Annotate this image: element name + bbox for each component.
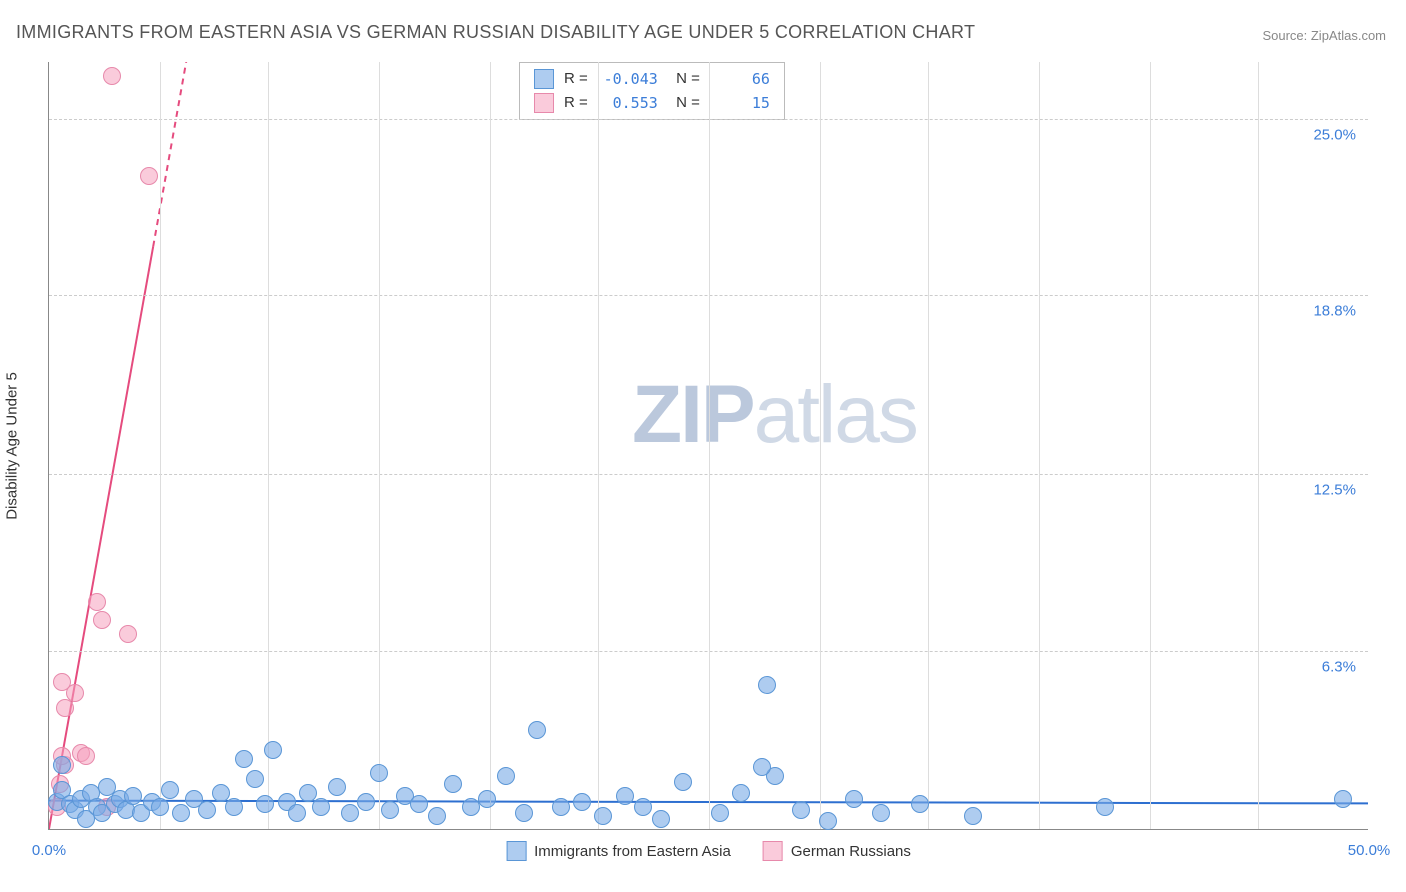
xtick-label: 0.0% — [32, 842, 66, 859]
data-point-blue — [256, 795, 274, 813]
data-point-blue — [753, 758, 771, 776]
data-point-blue — [235, 750, 253, 768]
data-point-blue — [964, 807, 982, 825]
data-point-blue — [528, 721, 546, 739]
r-label: R = — [564, 67, 588, 91]
data-point-blue — [634, 798, 652, 816]
data-point-blue — [845, 790, 863, 808]
source-attribution: Source: ZipAtlas.com — [1262, 28, 1386, 43]
data-point-blue — [594, 807, 612, 825]
n-value-pink: 15 — [710, 91, 770, 115]
data-point-blue — [674, 773, 692, 791]
data-point-blue — [552, 798, 570, 816]
y-axis-label: Disability Age Under 5 — [4, 372, 21, 520]
data-point-pink — [93, 611, 111, 629]
r-label: R = — [564, 91, 588, 115]
data-point-blue — [53, 756, 71, 774]
data-point-blue — [341, 804, 359, 822]
swatch-pink — [763, 841, 783, 861]
data-point-blue — [652, 810, 670, 828]
data-point-blue — [246, 770, 264, 788]
data-point-blue — [410, 795, 428, 813]
n-label: N = — [668, 91, 700, 115]
data-point-blue — [1096, 798, 1114, 816]
swatch-blue — [534, 69, 554, 89]
data-point-blue — [819, 812, 837, 830]
legend-label-blue: Immigrants from Eastern Asia — [534, 843, 731, 860]
watermark-atlas: atlas — [754, 369, 917, 460]
data-point-blue — [428, 807, 446, 825]
watermark: ZIPatlas — [632, 368, 917, 462]
n-value-blue: 66 — [710, 67, 770, 91]
gridline-v — [1258, 62, 1259, 829]
gridline-v — [160, 62, 161, 829]
legend-item-pink: German Russians — [763, 841, 911, 861]
r-value-blue: -0.043 — [598, 67, 658, 91]
data-point-pink — [88, 593, 106, 611]
correlation-legend: R = -0.043 N = 66 R = 0.553 N = 15 — [519, 62, 785, 120]
gridline-v — [490, 62, 491, 829]
gridline-v — [709, 62, 710, 829]
data-point-blue — [198, 801, 216, 819]
data-point-blue — [758, 676, 776, 694]
xtick-label: 50.0% — [1348, 842, 1391, 859]
ytick-label: 25.0% — [1313, 126, 1356, 143]
data-point-blue — [616, 787, 634, 805]
data-point-blue — [212, 784, 230, 802]
data-point-blue — [151, 798, 169, 816]
data-point-pink — [119, 625, 137, 643]
swatch-blue — [506, 841, 526, 861]
data-point-blue — [357, 793, 375, 811]
watermark-zip: ZIP — [632, 369, 754, 460]
data-point-blue — [732, 784, 750, 802]
r-value-pink: 0.553 — [598, 91, 658, 115]
data-point-blue — [1334, 790, 1352, 808]
data-point-blue — [288, 804, 306, 822]
gridline-v — [1150, 62, 1151, 829]
data-point-blue — [444, 775, 462, 793]
chart-title: IMMIGRANTS FROM EASTERN ASIA VS GERMAN R… — [16, 22, 975, 43]
legend-label-pink: German Russians — [791, 843, 911, 860]
n-label: N = — [668, 67, 700, 91]
ytick-label: 6.3% — [1322, 658, 1356, 675]
data-point-blue — [172, 804, 190, 822]
data-point-blue — [515, 804, 533, 822]
data-point-blue — [792, 801, 810, 819]
ytick-label: 18.8% — [1313, 303, 1356, 320]
series-legend: Immigrants from Eastern Asia German Russ… — [506, 841, 911, 861]
gridline-v — [820, 62, 821, 829]
data-point-pink — [77, 747, 95, 765]
data-point-blue — [312, 798, 330, 816]
data-point-pink — [66, 684, 84, 702]
correlation-row-pink: R = 0.553 N = 15 — [534, 91, 770, 115]
data-point-blue — [573, 793, 591, 811]
ytick-label: 12.5% — [1313, 482, 1356, 499]
data-point-pink — [140, 167, 158, 185]
data-point-blue — [124, 787, 142, 805]
gridline-v — [379, 62, 380, 829]
gridline-v — [598, 62, 599, 829]
data-point-blue — [225, 798, 243, 816]
data-point-blue — [872, 804, 890, 822]
gridline-v — [928, 62, 929, 829]
data-point-blue — [497, 767, 515, 785]
swatch-pink — [534, 93, 554, 113]
gridline-v — [1039, 62, 1040, 829]
data-point-blue — [370, 764, 388, 782]
plot-area: ZIPatlas R = -0.043 N = 66 R = 0.553 N =… — [48, 62, 1368, 830]
data-point-blue — [299, 784, 317, 802]
data-point-pink — [103, 67, 121, 85]
data-point-blue — [264, 741, 282, 759]
data-point-blue — [381, 801, 399, 819]
gridline-v — [268, 62, 269, 829]
data-point-blue — [161, 781, 179, 799]
data-point-blue — [711, 804, 729, 822]
data-point-blue — [328, 778, 346, 796]
legend-item-blue: Immigrants from Eastern Asia — [506, 841, 731, 861]
data-point-blue — [911, 795, 929, 813]
data-point-blue — [478, 790, 496, 808]
correlation-row-blue: R = -0.043 N = 66 — [534, 67, 770, 91]
